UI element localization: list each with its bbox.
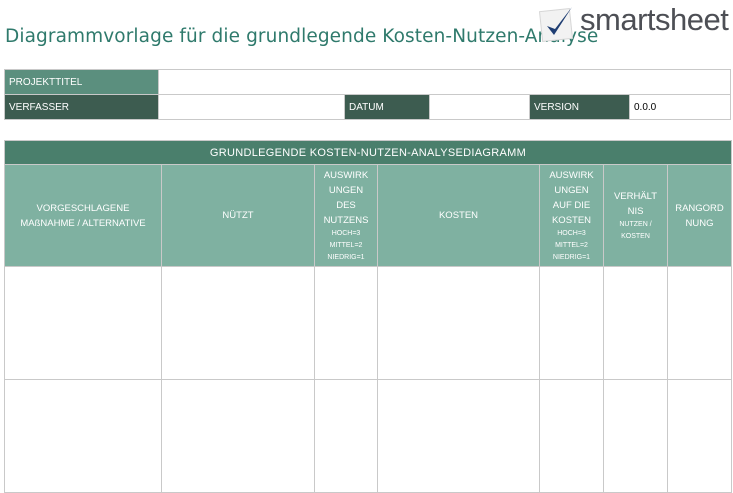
table-row — [4, 379, 732, 493]
column-header: VERHÄLT NIS NUTZEN / KOSTEN — [603, 164, 668, 267]
column-header-line: KOSTEN — [438, 210, 479, 221]
column-header-subline: HOCH=3 — [331, 229, 361, 237]
column-header-subline: MITTEL=2 — [329, 241, 363, 249]
column-header-line: AUSWIRK — [323, 169, 369, 181]
column-header-row: VORGESCHLAGENE MAßNAHME / ALTERNATIVE NÜTZ… — [4, 164, 732, 267]
projekttitel-label: PROJEKTTITEL — [4, 69, 159, 95]
table-cell[interactable] — [539, 266, 604, 380]
column-header-line: VORGESCHLAGENE — [36, 202, 130, 214]
version-field[interactable]: 0.0.0 — [628, 94, 732, 120]
smartsheet-logo: smartsheet — [538, 2, 729, 46]
column-header: AUSWIRK UNGEN DES NUTZENS HOCH=3 MITTEL=2 NIED… — [314, 164, 378, 267]
column-header-line: AUSWIRK — [549, 169, 594, 181]
column-header-subline: MITTEL=2 — [555, 241, 588, 249]
table-cell[interactable] — [4, 379, 162, 493]
column-header-line: NUTZENS — [323, 214, 369, 226]
column-header-line: VERHÄLT — [613, 190, 658, 202]
datum-field[interactable] — [429, 94, 530, 120]
column-header-line: NIS — [627, 205, 644, 217]
page-title: Diagrammvorlage für die grundlegende Kos… — [5, 26, 599, 47]
datum-label: DATUM — [344, 94, 430, 120]
table-cell[interactable] — [314, 379, 378, 493]
verfasser-field[interactable] — [158, 94, 345, 120]
column-header-line: UNGEN — [328, 184, 364, 196]
column-header: NÜTZT — [161, 164, 315, 267]
version-label: VERSION — [529, 94, 630, 120]
column-header-subline: NUTZEN / — [619, 220, 652, 228]
meta-row-projekttitel: PROJEKTTITEL — [4, 69, 732, 95]
column-header-line: RANGORD — [675, 202, 724, 214]
column-header-line: AUF DIE — [552, 199, 591, 211]
column-header: KOSTEN — [377, 164, 540, 267]
table-cell[interactable] — [377, 379, 540, 493]
analysis-table: GRUNDLEGENDE KOSTEN-NUTZEN-ANALYSEDIAGRA… — [4, 140, 732, 493]
table-heading: GRUNDLEGENDE KOSTEN-NUTZEN-ANALYSEDIAGRA… — [4, 140, 732, 165]
table-cell[interactable] — [377, 266, 540, 380]
column-header-subline: HOCH=3 — [557, 229, 586, 237]
projekttitel-field[interactable] — [157, 69, 732, 95]
column-header-line: UNGEN — [554, 184, 589, 196]
column-header-line: NUNG — [685, 217, 714, 229]
column-header: VORGESCHLAGENE MAßNAHME / ALTERNATIVE — [4, 164, 162, 267]
verfasser-label: VERFASSER — [4, 94, 159, 120]
table-cell[interactable] — [161, 379, 315, 493]
column-header-subline: NIEDRIG=1 — [552, 253, 591, 261]
column-header-line: DES — [336, 199, 356, 211]
table-row — [4, 266, 732, 380]
column-header: AUSWIRK UNGEN AUF DIE KOSTEN HOCH=3 MITTEL=2 N… — [539, 164, 604, 267]
meta-table: PROJEKTTITEL VERFASSER DATUM VERSION 0.0… — [4, 69, 732, 120]
table-cell[interactable] — [667, 379, 732, 493]
column-header-line: NÜTZT — [222, 210, 254, 221]
meta-row-details: VERFASSER DATUM VERSION 0.0.0 — [4, 94, 732, 120]
column-header-subline: NIEDRIG=1 — [327, 253, 365, 261]
table-cell[interactable] — [4, 266, 162, 380]
column-header-line: MAßNAHME / ALTERNATIVE — [20, 217, 146, 229]
table-cell[interactable] — [603, 266, 668, 380]
logo-wordmark: smartsheet — [580, 2, 729, 37]
column-header: RANGORD NUNG — [667, 164, 732, 267]
checkmark-icon — [538, 7, 574, 43]
table-cell[interactable] — [314, 266, 378, 380]
table-cell[interactable] — [161, 266, 315, 380]
column-header-line: KOSTEN — [551, 214, 592, 226]
column-header-subline: KOSTEN — [621, 232, 650, 240]
table-cell[interactable] — [667, 266, 732, 380]
table-cell[interactable] — [539, 379, 604, 493]
table-cell[interactable] — [603, 379, 668, 493]
